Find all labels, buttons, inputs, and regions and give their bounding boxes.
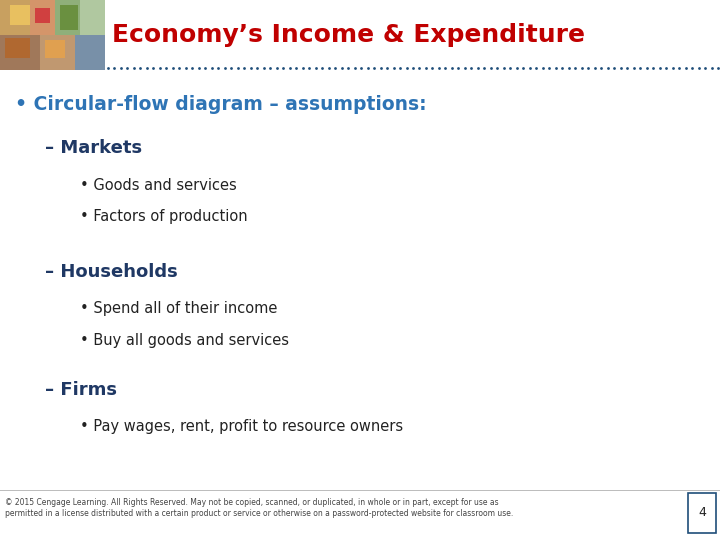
Text: – Firms: – Firms <box>45 381 117 399</box>
Text: • Pay wages, rent, profit to resource owners: • Pay wages, rent, profit to resource ow… <box>80 420 403 435</box>
Text: – Households: – Households <box>45 263 178 281</box>
Text: – Markets: – Markets <box>45 139 142 157</box>
FancyBboxPatch shape <box>30 0 55 35</box>
Text: 4: 4 <box>698 507 706 519</box>
Text: • Spend all of their income: • Spend all of their income <box>80 300 277 315</box>
Text: • Circular-flow diagram – assumptions:: • Circular-flow diagram – assumptions: <box>15 96 427 114</box>
FancyBboxPatch shape <box>45 40 65 58</box>
Text: Economy’s Income & Expenditure: Economy’s Income & Expenditure <box>112 23 585 47</box>
FancyBboxPatch shape <box>0 0 30 35</box>
FancyBboxPatch shape <box>688 493 716 533</box>
FancyBboxPatch shape <box>35 8 50 23</box>
Text: • Factors of production: • Factors of production <box>80 210 248 225</box>
FancyBboxPatch shape <box>75 35 105 70</box>
FancyBboxPatch shape <box>0 0 105 70</box>
FancyBboxPatch shape <box>0 35 40 70</box>
FancyBboxPatch shape <box>40 35 75 70</box>
FancyBboxPatch shape <box>80 0 105 35</box>
FancyBboxPatch shape <box>60 5 78 30</box>
Text: • Goods and services: • Goods and services <box>80 178 237 192</box>
Text: © 2015 Cengage Learning. All Rights Reserved. May not be copied, scanned, or dup: © 2015 Cengage Learning. All Rights Rese… <box>5 497 513 518</box>
FancyBboxPatch shape <box>10 5 30 25</box>
FancyBboxPatch shape <box>55 0 80 35</box>
FancyBboxPatch shape <box>5 38 30 58</box>
Text: • Buy all goods and services: • Buy all goods and services <box>80 333 289 348</box>
